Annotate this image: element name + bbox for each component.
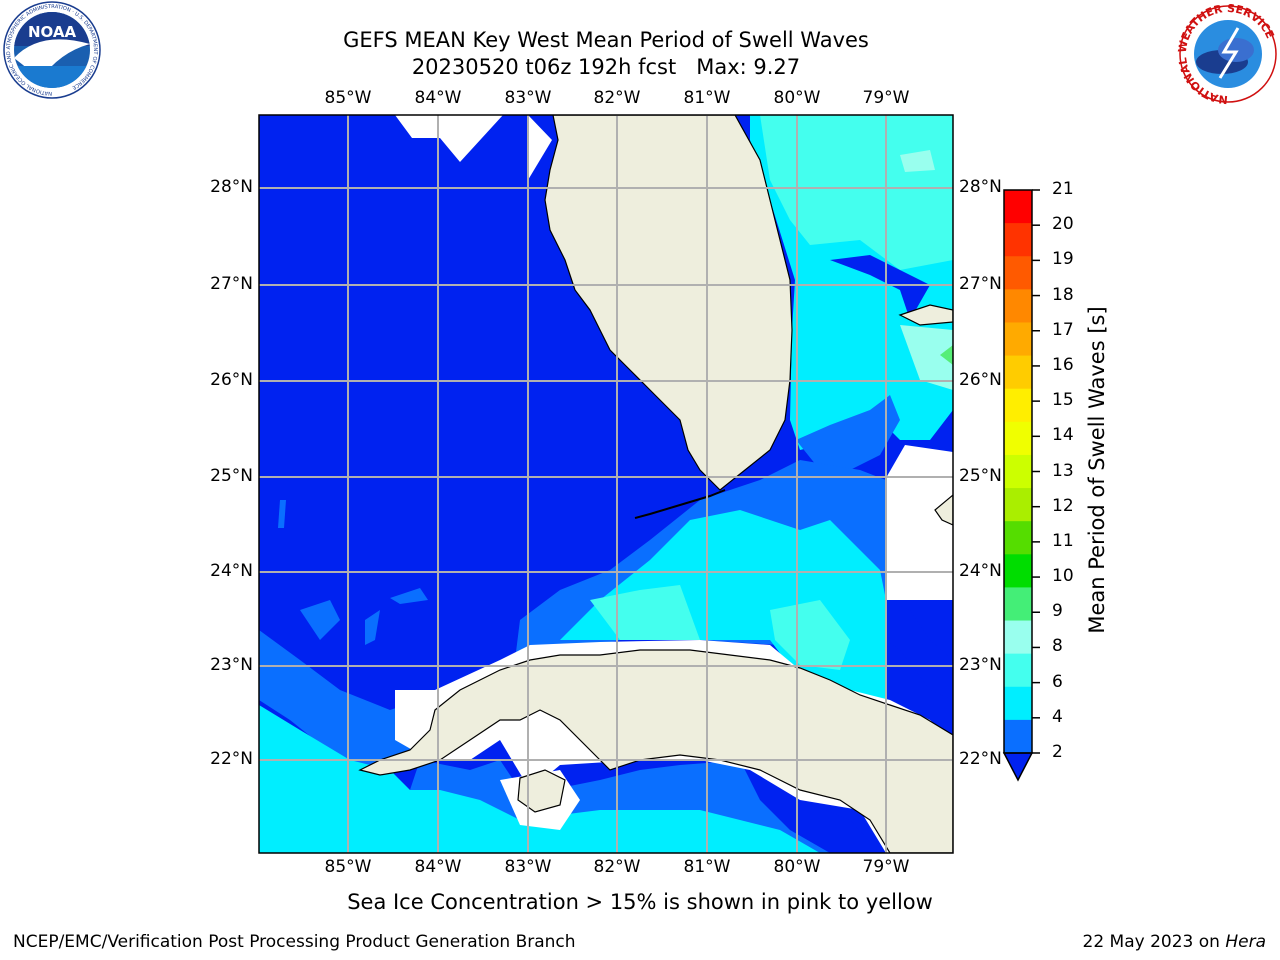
colorbar-label: Mean Period of Swell Waves [s] <box>1085 306 1109 634</box>
footer-host: Hera <box>1225 932 1266 952</box>
land-bahamas <box>898 304 953 326</box>
field-band-2-4 <box>740 760 880 853</box>
field-band-8-9 <box>770 600 850 670</box>
colorbar-tick-label: 6 <box>1052 671 1063 692</box>
field-band-4-6 <box>259 630 440 780</box>
chart-subtitle: 20230520 t06z 192h fcst Max: 9.27 <box>411 55 801 79</box>
lat-label-right: 23°N <box>959 655 1002 675</box>
colorbar-segment <box>1004 388 1032 423</box>
colorbar-tick-label: 8 <box>1052 636 1063 657</box>
lat-label-left: 25°N <box>210 466 253 486</box>
land-florida <box>544 115 793 491</box>
colorbar-tick-label: 9 <box>1052 601 1063 622</box>
lon-label-top: 82°W <box>593 88 641 108</box>
colorbar-tick-label: 2 <box>1052 742 1063 762</box>
chart-title: GEFS MEAN Key West Mean Period of Swell … <box>343 28 869 52</box>
colorbar-segment <box>1004 686 1032 721</box>
footer-credit: NCEP/EMC/Verification Post Processing Pr… <box>13 932 576 952</box>
field-band-4-6 <box>410 760 860 853</box>
lon-label-bottom: 82°W <box>593 857 641 877</box>
lat-label-right: 26°N <box>959 370 1002 390</box>
colorbar-segment <box>1004 587 1032 622</box>
nodata-area <box>395 115 503 162</box>
field-band-4-6 <box>278 500 286 528</box>
lat-label-right: 28°N <box>959 177 1002 197</box>
colorbar-tick-label: 16 <box>1052 354 1074 375</box>
colorbar-segment <box>1004 190 1032 224</box>
footer-date: 22 May 2023 on Hera <box>1082 932 1267 952</box>
lon-label-top: 84°W <box>414 88 462 108</box>
field-band-4-6 <box>300 600 340 640</box>
colorbar-tick-label: 13 <box>1052 460 1074 481</box>
lat-label-right: 27°N <box>959 274 1002 294</box>
field-band-2-4 <box>830 255 930 320</box>
colorbar-tick-label: 20 <box>1052 214 1074 235</box>
lon-label-bottom: 84°W <box>414 857 462 877</box>
nodata-area <box>886 478 953 600</box>
colorbar <box>1002 189 1040 782</box>
lat-label-left: 23°N <box>210 655 253 675</box>
colorbar-tick-label: 15 <box>1052 390 1074 411</box>
land-bahamas <box>934 494 953 526</box>
colorbar-segment <box>1004 256 1032 290</box>
colorbar-segment <box>1004 521 1032 555</box>
colorbar-tick-label: 12 <box>1052 495 1074 516</box>
field-band-4-6 <box>390 588 428 604</box>
nodata-area <box>886 445 953 478</box>
colorbar-tick-label: 4 <box>1052 706 1063 727</box>
colorbar-tick-label: 17 <box>1052 319 1074 340</box>
field-band-6-8 <box>259 705 860 853</box>
lat-label-right: 22°N <box>959 749 1002 769</box>
field-band-8-9 <box>760 115 953 270</box>
colorbar-segment <box>1004 554 1032 588</box>
lat-label-left: 27°N <box>210 274 253 294</box>
colorbar-segment <box>1004 223 1032 257</box>
florida-keys <box>634 489 726 519</box>
colorbar-tick-label: 10 <box>1052 566 1074 587</box>
lat-label-left: 26°N <box>210 370 253 390</box>
sea-ice-note: Sea Ice Concentration > 15% is shown in … <box>347 890 933 914</box>
lon-label-top: 81°W <box>683 88 731 108</box>
lat-label-right: 25°N <box>959 466 1002 486</box>
colorbar-tick-label: 18 <box>1052 284 1074 305</box>
nodata-area <box>528 115 552 180</box>
colorbar-tick-label: 19 <box>1052 249 1074 270</box>
lat-label-left: 22°N <box>210 749 253 769</box>
field-band-9-10 <box>900 150 935 172</box>
lon-label-bottom: 83°W <box>504 857 552 877</box>
colorbar-segment <box>1004 322 1032 357</box>
colorbar-segment <box>1004 289 1032 323</box>
colorbar-segment <box>1004 719 1032 754</box>
lon-label-top: 85°W <box>324 88 372 108</box>
lon-label-bottom: 85°W <box>324 857 372 877</box>
colorbar-segment <box>1004 421 1032 456</box>
colorbar-segment <box>1004 355 1032 390</box>
lon-label-top: 83°W <box>504 88 552 108</box>
colorbar-tick-label: 11 <box>1052 530 1074 551</box>
lat-label-right: 24°N <box>959 561 1002 581</box>
lon-label-bottom: 80°W <box>773 857 821 877</box>
field-band-10-11 <box>940 345 953 365</box>
field-band-2-4 <box>886 600 953 700</box>
lon-label-top: 79°W <box>862 88 910 108</box>
colorbar-segment <box>1004 454 1032 489</box>
lon-label-bottom: 79°W <box>862 857 910 877</box>
field-band-4-6 <box>796 395 900 470</box>
colorbar-segment <box>1004 653 1032 688</box>
lat-label-left: 28°N <box>210 177 253 197</box>
colorbar-tick-label: 21 <box>1052 179 1074 199</box>
colorbar-tick-label: 14 <box>1052 425 1074 446</box>
colorbar-segment <box>1004 488 1032 522</box>
field-band-9-10 <box>900 325 953 390</box>
lon-label-top: 80°W <box>773 88 821 108</box>
lon-label-bottom: 81°W <box>683 857 731 877</box>
colorbar-segment <box>1004 620 1032 655</box>
land-isle-of-youth <box>517 769 566 813</box>
field-band-4-6 <box>365 610 380 645</box>
lat-label-left: 24°N <box>210 561 253 581</box>
